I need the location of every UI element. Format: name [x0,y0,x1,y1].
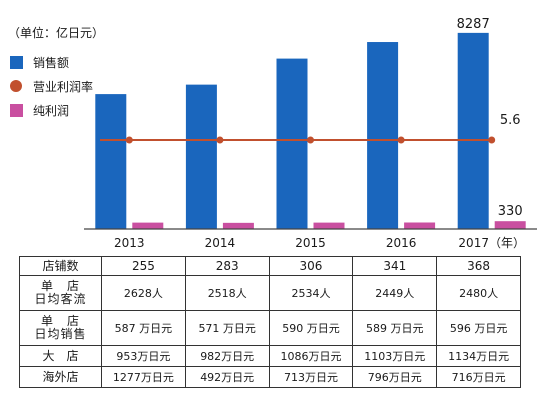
legend-swatch-sales [10,55,23,69]
table-cell: 1086万日元 [268,345,354,367]
table-row-header: 单 店 日均销售 [19,310,102,346]
x-tick-label-4: 2017（年） [458,236,525,250]
table-row-header: 海外店 [19,366,102,388]
bar-sales-2 [276,58,308,229]
table-cell: 2518人 [184,275,270,311]
table-row: 大 店 953万日元 982万日元 1086万日元 1103万日元 1134万日元 [19,345,521,367]
legend: 销售额 营业利润率 纯利润 [10,50,93,122]
table-cell: 2534人 [268,275,354,311]
legend-label-net-profit: 纯利润 [33,103,70,118]
point-margin-2 [307,136,314,144]
table-cell: 716万日元 [436,366,521,388]
bar-net-profit-0 [132,222,164,229]
table-row: 店铺数 255 283 306 341 368 [19,256,521,276]
table-cell: 982万日元 [184,345,270,367]
unit-label: （单位：亿日元） [8,26,105,40]
table-cell: 2449人 [352,275,438,311]
legend-swatch-margin [10,80,22,92]
bar-sales-4 [457,32,489,230]
point-margin-3 [397,136,405,144]
table-cell: 1134万日元 [436,345,521,367]
table-cell: 2628人 [101,275,186,311]
table-cell: 306 [268,256,354,276]
legend-swatch-net-profit [10,103,23,117]
table-row: 单 店 日均客流 2628人 2518人 2534人 2449人 2480人 [19,275,521,311]
table-row-header: 单 店 日均客流 [19,275,102,311]
x-tick-label-2: 2015 [295,236,326,250]
table-cell: 341 [352,256,438,276]
legend-item-sales: 销售额 [10,50,93,74]
x-tick-label-0: 2013 [114,236,145,250]
point-margin-0 [125,136,133,144]
table-cell: 953万日元 [101,345,186,367]
bar-sales-0 [95,94,127,229]
table-cell: 713万日元 [268,366,354,388]
table-cell: 589 万日元 [352,310,438,346]
bar-net-profit-4 [494,221,526,229]
table-cell: 590 万日元 [268,310,354,346]
bar-sales-1 [185,84,217,229]
legend-item-margin: 营业利润率 [10,74,93,98]
legend-label-sales: 销售额 [33,55,70,70]
point-margin-1 [216,136,224,144]
table-row: 海外店 1277万日元 492万日元 713万日元 796万日元 716万日元 [19,366,521,388]
table-cell: 1277万日元 [101,366,186,388]
table-row-header: 大 店 [19,345,102,367]
table-row: 单 店 日均销售 587 万日元 571 万日元 590 万日元 589 万日元 596 … [19,310,521,346]
table-cell: 283 [184,256,270,276]
chart-plot: 8287 330 5.6 2013 2014 2015 2016 2017（年） [84,17,537,250]
table-cell: 571 万日元 [184,310,270,346]
bar-net-profit-3 [404,222,436,229]
data-label-0: 8287 [457,17,490,32]
x-tick-label-3: 2016 [386,236,417,250]
legend-item-net-profit: 纯利润 [10,98,93,122]
bar-net-profit-2 [313,222,345,229]
table-cell: 1103万日元 [352,345,438,367]
data-label-1: 330 [498,204,523,219]
table-cell: 796万日元 [352,366,438,388]
legend-label-margin: 营业利润率 [33,79,94,94]
data-label-2: 5.6 [500,113,521,128]
table-cell: 587 万日元 [101,310,186,346]
table-cell: 368 [436,256,521,276]
table-cell: 596 万日元 [436,310,521,346]
table-row-header: 店铺数 [19,256,102,276]
table-cell: 2480人 [436,275,521,311]
bar-sales-3 [367,42,399,230]
bar-net-profit-1 [222,222,254,229]
table-cell: 492万日元 [184,366,270,388]
table-cell: 255 [101,256,186,276]
stats-table: 店铺数 255 283 306 341 368 单 店 日均客流 2628人 2518人 2534… [19,256,521,388]
point-margin-4 [488,136,496,144]
x-tick-label-1: 2014 [205,236,236,250]
